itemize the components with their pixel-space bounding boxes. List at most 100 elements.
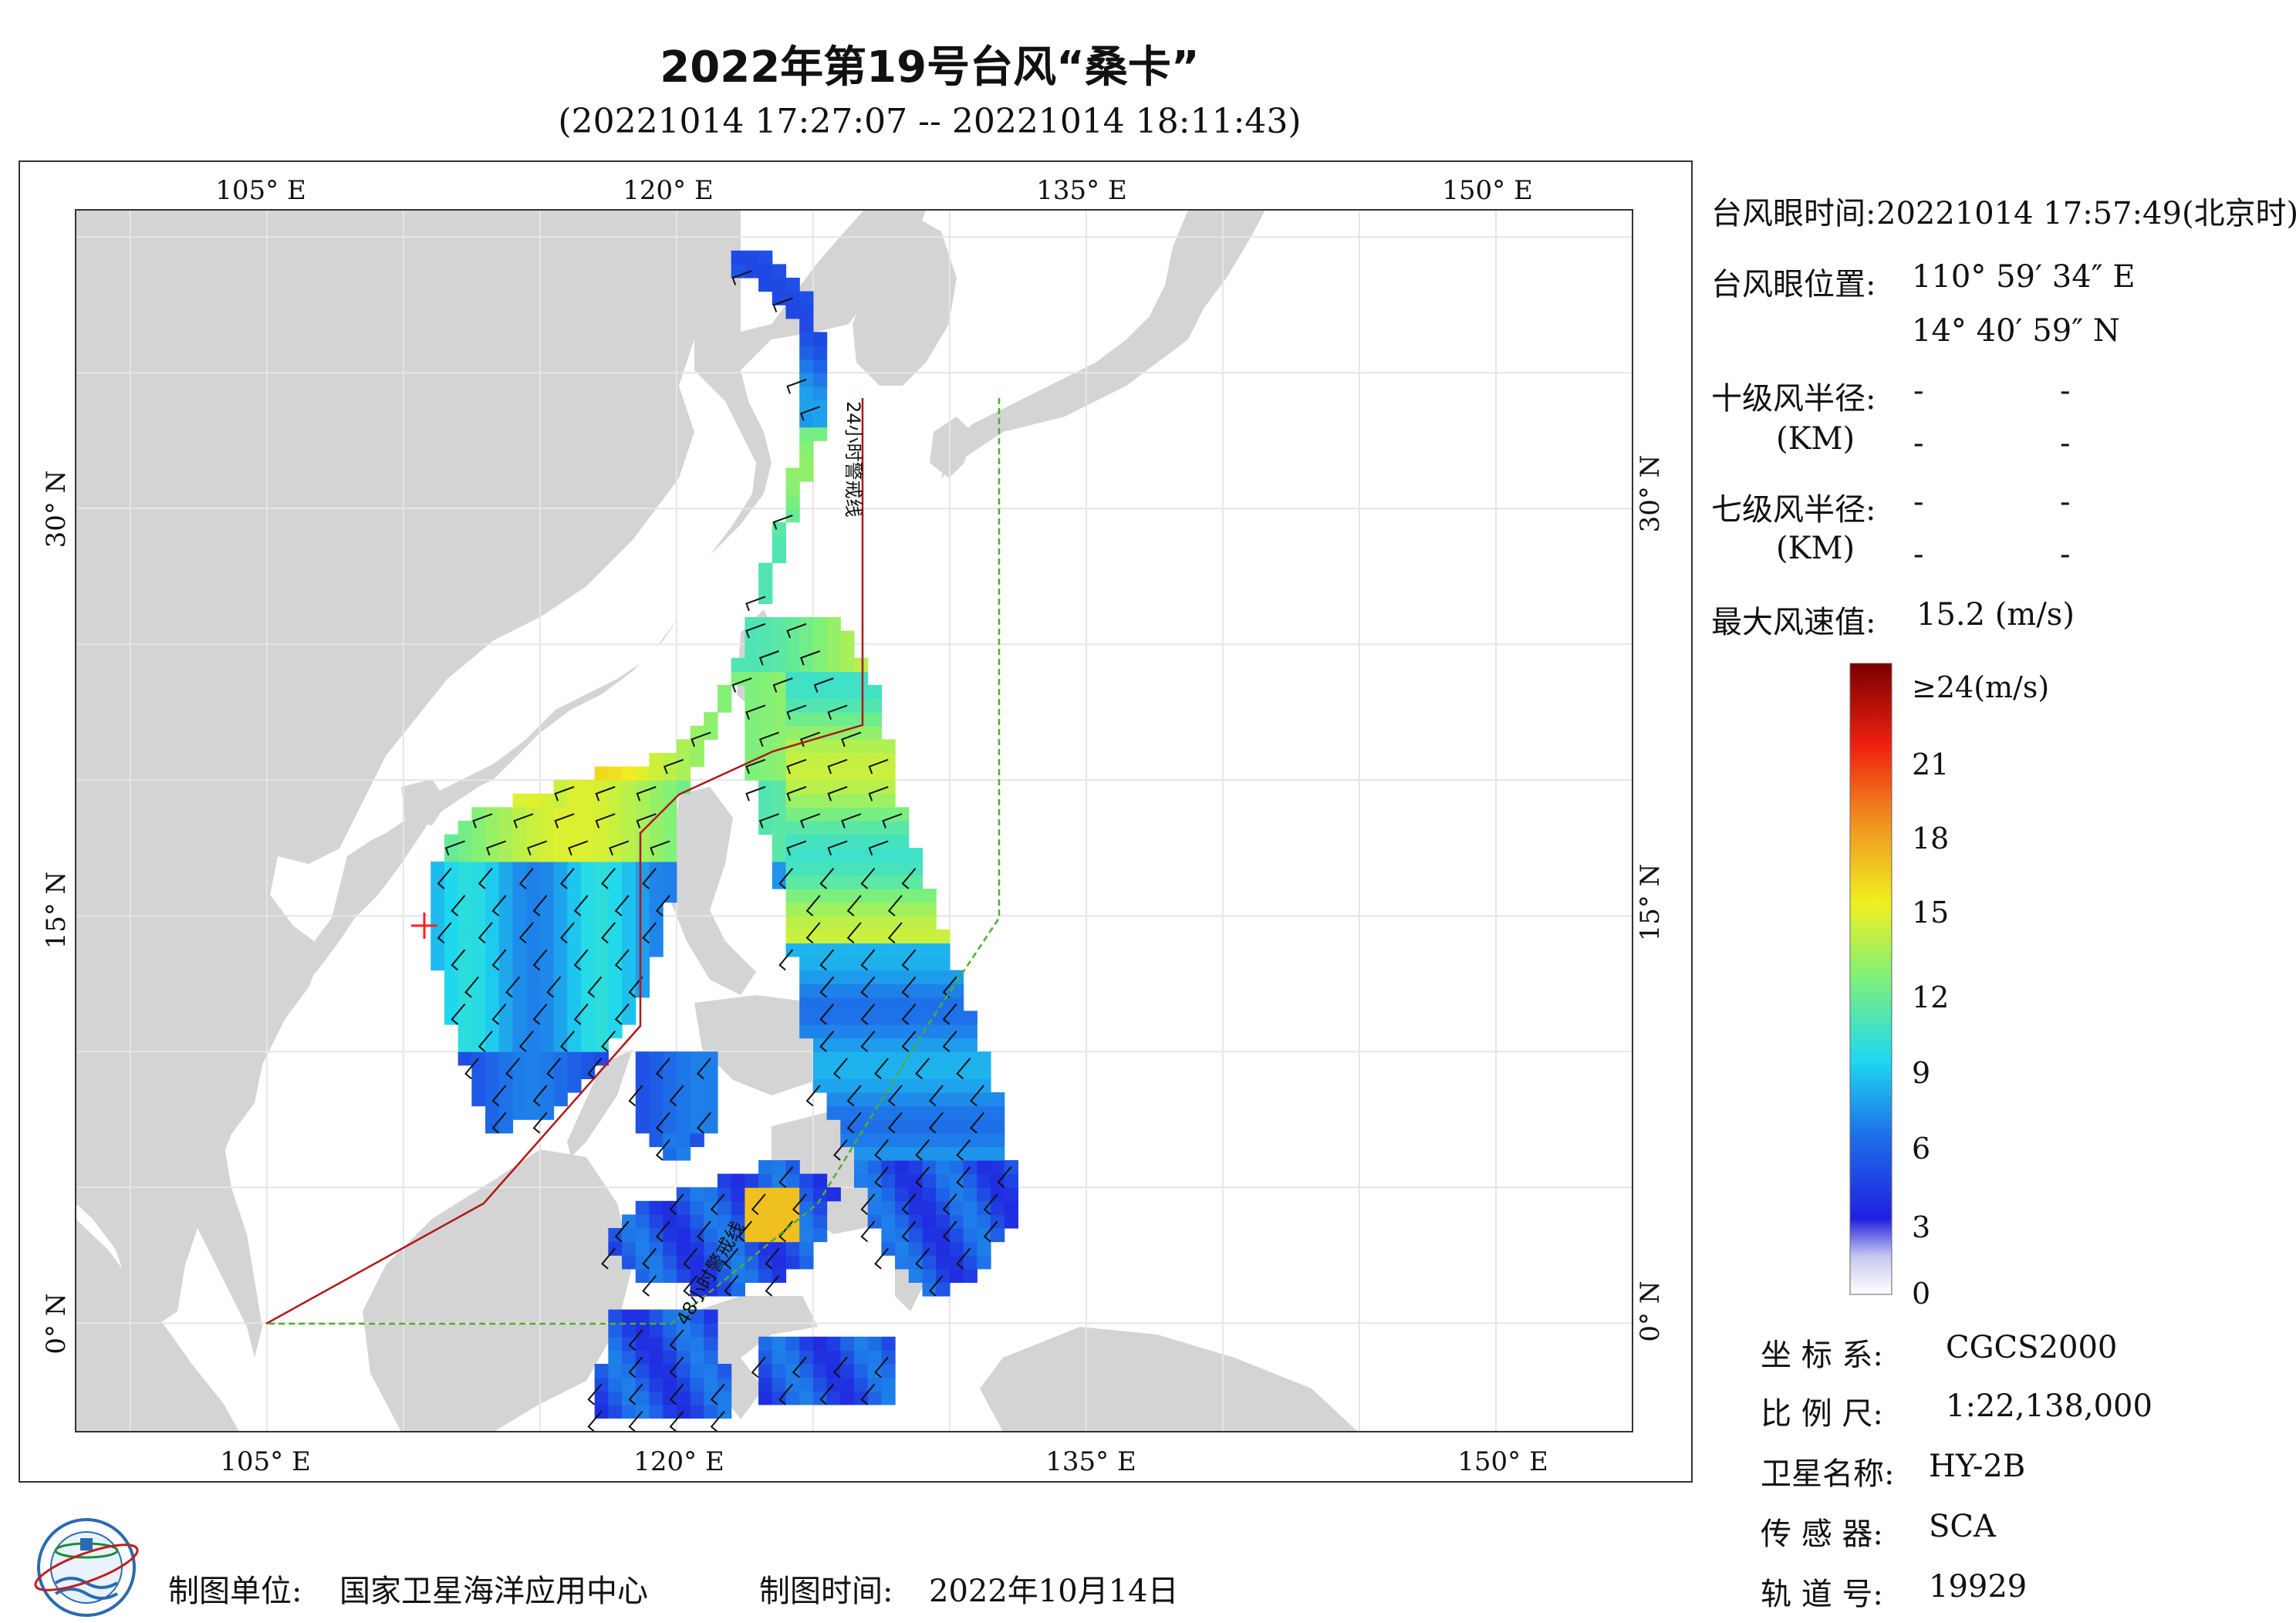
wind-cell	[663, 1146, 677, 1161]
wind-cell	[567, 889, 582, 903]
wind-cell	[704, 1336, 718, 1351]
wind-cell	[704, 1323, 718, 1338]
wind-barb	[472, 813, 493, 828]
wind-cell	[594, 766, 609, 781]
wind-barb	[901, 976, 917, 998]
wind-cell	[785, 305, 800, 319]
wind-cell	[977, 1187, 991, 1202]
wind-cell	[812, 1350, 828, 1365]
wind-cell	[799, 467, 814, 482]
wind-cell	[812, 413, 828, 428]
wind-cell	[881, 1377, 896, 1392]
colorbar-tick-15: 15	[1912, 896, 1949, 930]
wind-cell	[949, 1051, 964, 1066]
wind-cell	[812, 943, 828, 957]
wind-cell	[854, 1065, 869, 1079]
wind-barb	[765, 1247, 780, 1270]
eye-time-value: 20221014 17:57:49(北京时)	[1876, 196, 2296, 231]
wind-cell	[772, 617, 787, 632]
wind-cell	[881, 1146, 896, 1161]
wind-cell	[676, 1200, 691, 1215]
wind-cell	[867, 1078, 883, 1093]
wind-barb	[970, 1085, 984, 1107]
wind-cell	[922, 1255, 937, 1270]
wind-cell	[758, 1391, 773, 1405]
wind-cell	[580, 793, 596, 808]
wind-cell	[512, 943, 527, 957]
wind-cell	[676, 1214, 691, 1229]
wind-cell	[908, 1228, 923, 1243]
wind-cell	[826, 1391, 841, 1405]
wind-cell	[758, 766, 773, 781]
wind-barb	[451, 1003, 466, 1025]
wind-cell	[471, 916, 486, 930]
wind-barb	[860, 1193, 876, 1216]
wind-barb	[568, 840, 589, 856]
wind-cell	[663, 807, 677, 822]
wind-cell	[580, 957, 596, 971]
wind-cell	[458, 1011, 472, 1025]
wind-barb	[745, 758, 766, 774]
wind-cell	[622, 780, 636, 795]
production-time-value: 2022年10月14日	[929, 1574, 1179, 1609]
wind-cell	[1004, 1173, 1019, 1188]
wind-cell	[991, 1228, 1005, 1243]
wind-cell	[881, 1038, 896, 1052]
wind-cell	[812, 739, 828, 754]
wind-cell	[458, 957, 472, 971]
wind-cell	[867, 1011, 883, 1025]
wind-cell	[731, 1282, 745, 1297]
wind-barb	[786, 758, 807, 774]
wind-cell	[485, 807, 500, 822]
wind-cell	[608, 1377, 623, 1392]
wind-cell	[881, 1011, 896, 1025]
wind-cell	[840, 916, 855, 930]
wind-cell	[704, 1092, 718, 1107]
wind-cell	[622, 875, 636, 889]
wind-cell	[608, 793, 623, 808]
wind-cell	[840, 712, 855, 727]
wind-cell	[908, 1200, 923, 1215]
land-hainan	[401, 779, 447, 825]
wind-cell	[663, 848, 677, 862]
wind-cell	[812, 1065, 828, 1079]
wind-cell	[690, 1336, 704, 1351]
wind-cell	[799, 346, 814, 360]
wind-cell	[704, 1282, 718, 1297]
wind-cell	[745, 685, 759, 700]
wind-cell	[977, 1214, 991, 1229]
wind-cell	[867, 875, 883, 889]
wind-cell	[799, 712, 814, 727]
r10-dash-4: -	[2060, 426, 2071, 461]
wind-cell	[471, 943, 486, 957]
wind-barb	[554, 813, 575, 828]
wind-cell	[758, 780, 773, 795]
wind-barb	[819, 1383, 835, 1405]
wind-cell	[567, 807, 582, 822]
producer-label: 制图单位:	[168, 1574, 302, 1609]
wind-cell	[567, 821, 582, 835]
wind-cell	[498, 1011, 514, 1025]
wind-cell	[854, 861, 869, 876]
wind-cell	[444, 943, 459, 957]
wind-barb	[942, 1003, 957, 1025]
wind-barb	[772, 297, 793, 313]
wind-cell	[977, 1241, 991, 1256]
wind-cell	[840, 834, 855, 849]
wind-cell	[812, 346, 828, 360]
wind-barb	[655, 1058, 670, 1080]
wind-cell	[799, 943, 814, 957]
wind-cell	[812, 780, 828, 795]
wind-cell	[704, 1065, 718, 1079]
wind-cell	[826, 739, 841, 754]
wind-cell	[991, 1132, 1005, 1147]
wind-barb	[573, 1003, 589, 1025]
land-japan	[941, 210, 1250, 478]
wind-barb	[819, 949, 835, 971]
wind-cell	[812, 617, 828, 632]
wind-cell	[745, 1173, 759, 1188]
wind-cell	[826, 671, 841, 686]
land-korea	[845, 210, 957, 386]
wind-cell	[485, 943, 500, 957]
wind-cell	[635, 1336, 650, 1351]
